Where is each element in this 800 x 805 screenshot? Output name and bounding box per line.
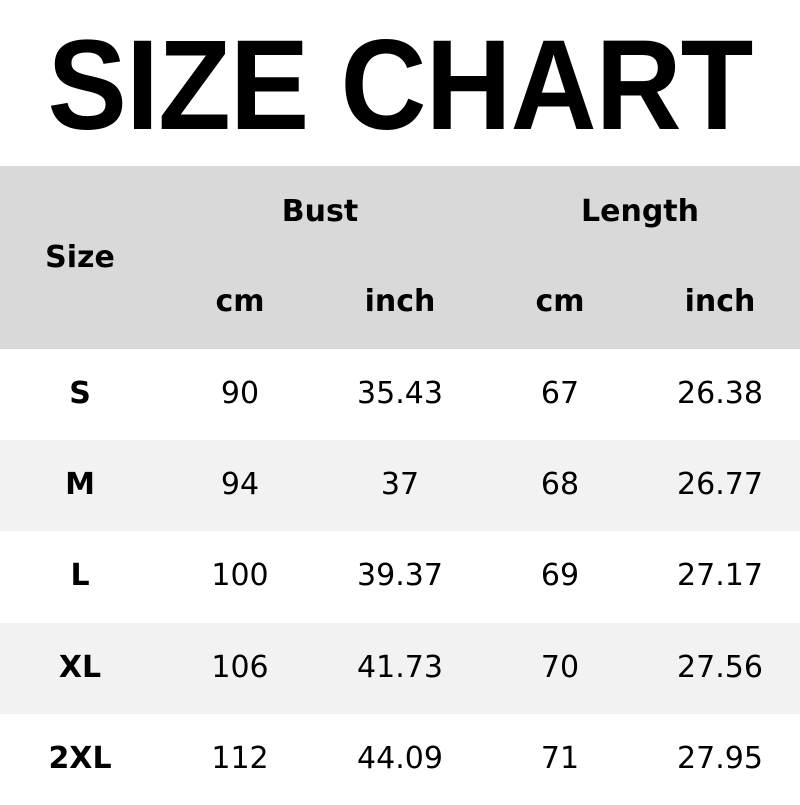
size-label: XL — [58, 649, 102, 685]
table-cell: 37 — [380, 467, 420, 503]
table-row: M 94 37 68 26.77 — [0, 440, 800, 532]
table-cell: 27.56 — [677, 649, 763, 685]
size-label: M — [65, 467, 95, 503]
table-cell: 41.73 — [357, 649, 443, 685]
header-unit: cm — [535, 284, 585, 319]
table-cell: 112 — [211, 740, 269, 776]
table-row: 2XL 112 44.09 71 27.95 — [0, 713, 800, 805]
table-cell: 90 — [220, 376, 260, 411]
page-title: SIZE CHART — [47, 14, 754, 157]
table-cell: 69 — [540, 558, 580, 594]
header-unit: cm — [215, 284, 265, 319]
table-cell: 106 — [211, 649, 269, 685]
table-cell: 39.37 — [357, 558, 443, 594]
table-cell: 27.17 — [677, 558, 763, 594]
header-bust: Bust — [281, 194, 359, 229]
table-cell: 67 — [540, 376, 580, 411]
table-cell: 94 — [220, 467, 260, 503]
table-cell: 27.95 — [677, 740, 763, 776]
table-cell: 68 — [540, 467, 580, 503]
header-size: Size — [45, 240, 115, 275]
table-cell: 26.77 — [677, 467, 763, 503]
size-label: S — [69, 376, 91, 411]
table-row: S 90 35.43 67 26.38 — [0, 349, 800, 440]
size-label: 2XL — [48, 740, 112, 776]
table-cell: 35.43 — [357, 376, 443, 411]
header-unit: inch — [684, 284, 756, 319]
table-cell: 70 — [540, 649, 580, 685]
table-cell: 71 — [540, 740, 580, 776]
table-cell: 100 — [211, 558, 269, 594]
table-cell: 26.38 — [677, 376, 763, 411]
header-unit: inch — [364, 284, 436, 319]
table-row: XL 106 41.73 70 27.56 — [0, 622, 800, 714]
table-cell: 44.09 — [357, 740, 443, 776]
table-row: L 100 39.37 69 27.17 — [0, 531, 800, 623]
table-header: Size Bust Length cm inch cm inch — [0, 166, 800, 349]
header-length: Length — [581, 194, 699, 229]
size-label: L — [70, 558, 90, 594]
